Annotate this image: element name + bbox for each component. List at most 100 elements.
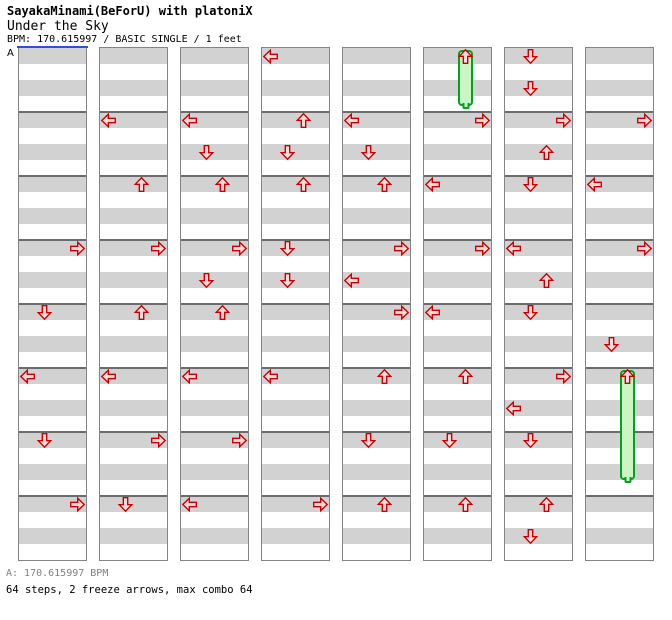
measure-line <box>343 175 410 177</box>
step-stats: 64 steps, 2 freeze arrows, max combo 64 <box>6 584 253 596</box>
note-arrow-up-icon <box>133 176 150 193</box>
measure-line <box>19 367 86 369</box>
chart-difficulty-info: BPM: 170.615997 / BASIC SINGLE / 1 feet <box>7 34 242 45</box>
note-arrow-left-icon <box>100 368 117 385</box>
note-arrow-up-icon <box>538 144 555 161</box>
measure-line <box>262 239 329 241</box>
measure-line <box>181 367 248 369</box>
chart-column <box>423 47 492 561</box>
note-arrow-right-icon <box>150 432 167 449</box>
measure-line <box>424 303 491 305</box>
note-arrow-right-icon <box>474 240 491 257</box>
note-arrow-left-icon <box>424 304 441 321</box>
song-title: Under the Sky <box>7 19 109 34</box>
measure-line <box>424 431 491 433</box>
note-arrow-up-icon <box>376 176 393 193</box>
measure-line <box>424 239 491 241</box>
measure-line <box>19 175 86 177</box>
measure-line <box>19 239 86 241</box>
measure-line <box>505 303 572 305</box>
note-arrow-left-icon <box>343 112 360 129</box>
measure-line <box>181 175 248 177</box>
note-arrow-right-icon <box>231 240 248 257</box>
measure-line <box>181 431 248 433</box>
note-arrow-left-icon <box>424 176 441 193</box>
measure-line <box>505 175 572 177</box>
note-arrow-down-icon <box>360 432 377 449</box>
note-arrow-right-icon <box>231 432 248 449</box>
measure-line <box>424 111 491 113</box>
measure-line <box>424 175 491 177</box>
note-arrow-left-icon <box>505 400 522 417</box>
chart-column <box>18 47 87 561</box>
note-arrow-down-icon <box>198 272 215 289</box>
chart-column <box>342 47 411 561</box>
freeze-tail <box>462 103 470 109</box>
chart-column <box>504 47 573 561</box>
measure-line <box>262 431 329 433</box>
note-arrow-left-icon <box>181 496 198 513</box>
measure-line <box>505 239 572 241</box>
measure-line <box>19 495 86 497</box>
note-arrow-left-icon <box>100 112 117 129</box>
measure-line <box>505 431 572 433</box>
section-marker-a: A <box>7 48 14 59</box>
measure-line <box>343 367 410 369</box>
note-arrow-left-icon <box>181 112 198 129</box>
note-arrow-up-icon <box>538 272 555 289</box>
note-arrow-down-icon <box>522 176 539 193</box>
measure-line <box>100 303 167 305</box>
measure-line <box>181 239 248 241</box>
section-start-line <box>17 46 88 48</box>
note-arrow-down-icon <box>522 304 539 321</box>
measure-line <box>424 495 491 497</box>
measure-line <box>586 367 653 369</box>
measure-line <box>343 495 410 497</box>
note-arrow-right-icon <box>393 304 410 321</box>
measure-line <box>505 367 572 369</box>
note-arrow-left-icon <box>343 272 360 289</box>
chart-column <box>585 47 654 561</box>
note-arrow-down-icon <box>522 432 539 449</box>
note-arrow-down-icon <box>441 432 458 449</box>
note-arrow-down-icon <box>603 336 620 353</box>
measure-line <box>586 495 653 497</box>
note-arrow-up-icon <box>457 368 474 385</box>
note-arrow-right-icon <box>555 368 572 385</box>
note-arrow-up-icon <box>295 112 312 129</box>
note-arrow-right-icon <box>555 112 572 129</box>
measure-line <box>262 367 329 369</box>
note-arrow-right-icon <box>636 112 653 129</box>
note-arrow-up-icon <box>619 368 636 385</box>
measure-line <box>586 111 653 113</box>
measure-line <box>181 495 248 497</box>
measure-line <box>19 431 86 433</box>
measure-line <box>19 111 86 113</box>
measure-line <box>343 303 410 305</box>
chart-column <box>180 47 249 561</box>
note-arrow-left-icon <box>586 176 603 193</box>
note-arrow-down-icon <box>36 304 53 321</box>
note-arrow-down-icon <box>198 144 215 161</box>
measure-line <box>424 367 491 369</box>
note-arrow-down-icon <box>279 272 296 289</box>
note-arrow-left-icon <box>505 240 522 257</box>
freeze-tail <box>624 476 632 483</box>
measure-line <box>100 239 167 241</box>
song-artist: SayakaMinami(BeForU) with platoniX <box>7 4 253 18</box>
measure-line <box>262 495 329 497</box>
note-arrow-up-icon <box>538 496 555 513</box>
measure-line <box>505 495 572 497</box>
note-arrow-right-icon <box>69 240 86 257</box>
measure-line <box>343 431 410 433</box>
note-arrow-up-icon <box>376 496 393 513</box>
note-arrow-down-icon <box>279 240 296 257</box>
note-arrow-down-icon <box>279 144 296 161</box>
freeze-arrow-bar <box>620 370 636 483</box>
chart-column <box>261 47 330 561</box>
freeze-arrow-bar <box>458 50 474 109</box>
chart-column <box>99 47 168 561</box>
measure-line <box>586 239 653 241</box>
note-arrow-right-icon <box>393 240 410 257</box>
note-arrow-right-icon <box>150 240 167 257</box>
